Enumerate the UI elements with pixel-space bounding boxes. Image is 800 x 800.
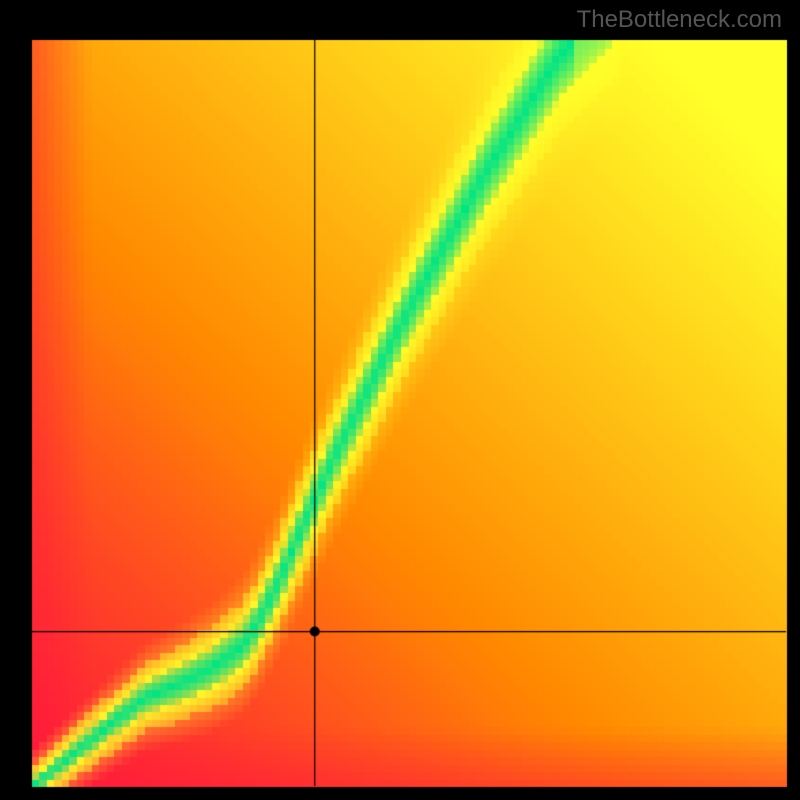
watermark-text: TheBottleneck.com <box>577 6 782 34</box>
chart-container: TheBottleneck.com <box>0 0 800 800</box>
heatmap-canvas <box>0 0 800 800</box>
